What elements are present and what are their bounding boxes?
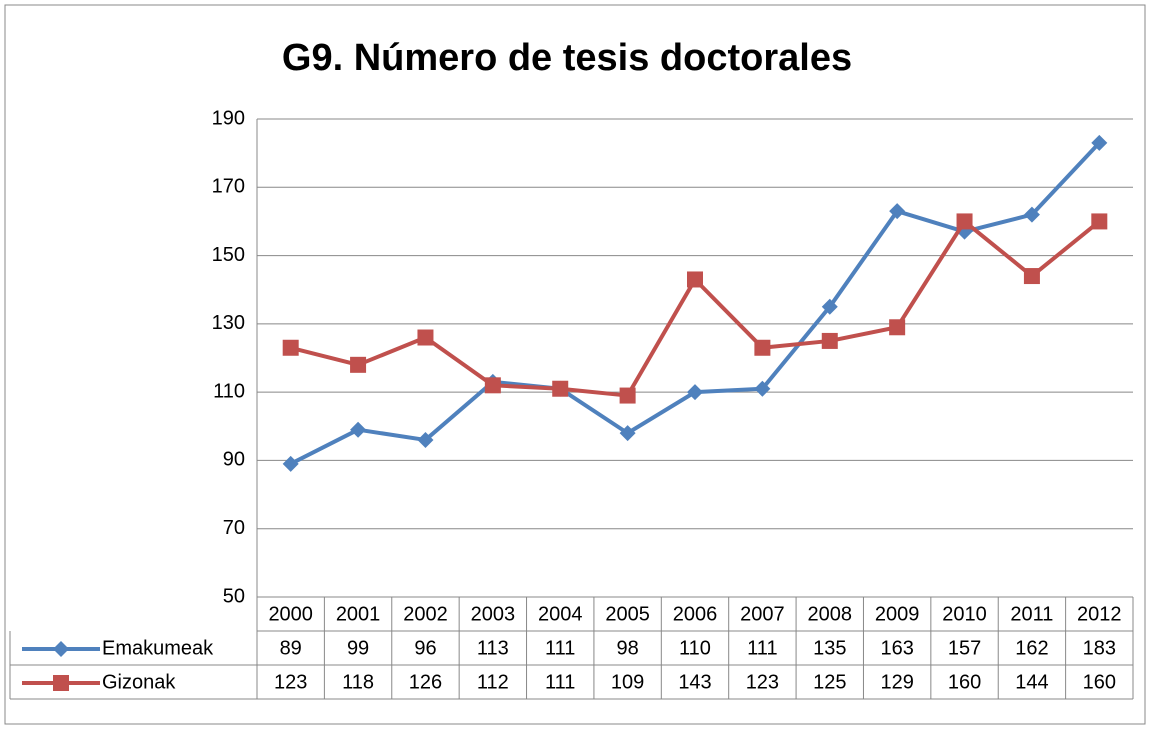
y-tick-label: 170 [212,176,245,198]
x-tick-label: 2004 [538,603,583,625]
marker [687,271,703,288]
table-value: 111 [545,671,575,693]
marker [754,339,771,356]
marker [282,339,299,356]
x-tick-label: 2000 [268,603,313,625]
y-tick-label: 190 [212,107,245,129]
y-tick-label: 150 [212,244,245,266]
marker [1023,268,1040,285]
marker [687,384,703,401]
x-tick-label: 2002 [403,603,448,625]
marker [484,377,501,394]
table-value: 135 [813,637,846,659]
marker [350,356,367,373]
table-value: 99 [347,637,369,659]
y-tick-label: 50 [223,585,245,607]
y-tick-label: 110 [213,380,245,402]
table-value: 183 [1083,637,1116,659]
chart-border [4,4,1146,725]
table-value: 96 [414,637,436,659]
table-value: 109 [611,671,644,693]
y-tick-label: 130 [212,312,245,334]
table-value: 163 [880,637,913,659]
x-tick-label: 2011 [1010,603,1053,625]
table-value: 110 [679,637,711,659]
table-value: 112 [477,671,509,693]
table-value: 98 [616,637,638,659]
x-tick-label: 2006 [673,603,718,625]
marker [350,421,367,438]
marker [821,298,838,315]
marker [552,380,569,397]
chart-title: G9. Número de tesis doctorales [282,37,852,79]
table-value: 118 [342,671,374,693]
marker [282,455,299,472]
table-value: 125 [813,671,846,693]
table-value: 144 [1015,671,1048,693]
marker [417,329,434,346]
table-value: 129 [880,671,913,693]
marker [889,203,906,220]
table-value: 160 [948,671,981,693]
table-value: 113 [477,637,509,659]
y-tick-label: 70 [223,517,245,539]
table-value: 126 [409,671,442,693]
table-value: 111 [747,637,777,659]
marker [889,319,906,336]
legend-label: Emakumeak [102,637,214,659]
x-tick-label: 2005 [605,603,650,625]
x-tick-label: 2008 [808,603,853,625]
legend-label: Gizonak [102,671,176,693]
table-value: 143 [678,671,711,693]
legend-marker [53,641,69,657]
marker [956,213,973,230]
table-value: 162 [1015,637,1048,659]
table-value: 123 [746,671,779,693]
table-value: 160 [1083,671,1116,693]
x-tick-label: 2012 [1077,603,1122,625]
legend-marker [53,675,69,691]
marker [1091,134,1108,151]
x-tick-label: 2010 [942,603,987,625]
table-value: 123 [274,671,307,693]
marker [821,332,838,349]
marker [417,431,434,448]
x-tick-label: 2001 [336,603,381,625]
x-tick-label: 2003 [471,603,516,625]
marker [1023,206,1040,223]
marker [1091,213,1108,230]
x-tick-label: 2009 [875,603,920,625]
table-value: 157 [948,637,981,659]
y-tick-label: 90 [223,449,245,471]
marker [754,380,771,397]
table-value: 111 [545,637,575,659]
table-value: 89 [280,637,302,659]
marker [619,387,636,404]
marker [619,425,636,442]
x-tick-label: 2007 [740,603,785,625]
